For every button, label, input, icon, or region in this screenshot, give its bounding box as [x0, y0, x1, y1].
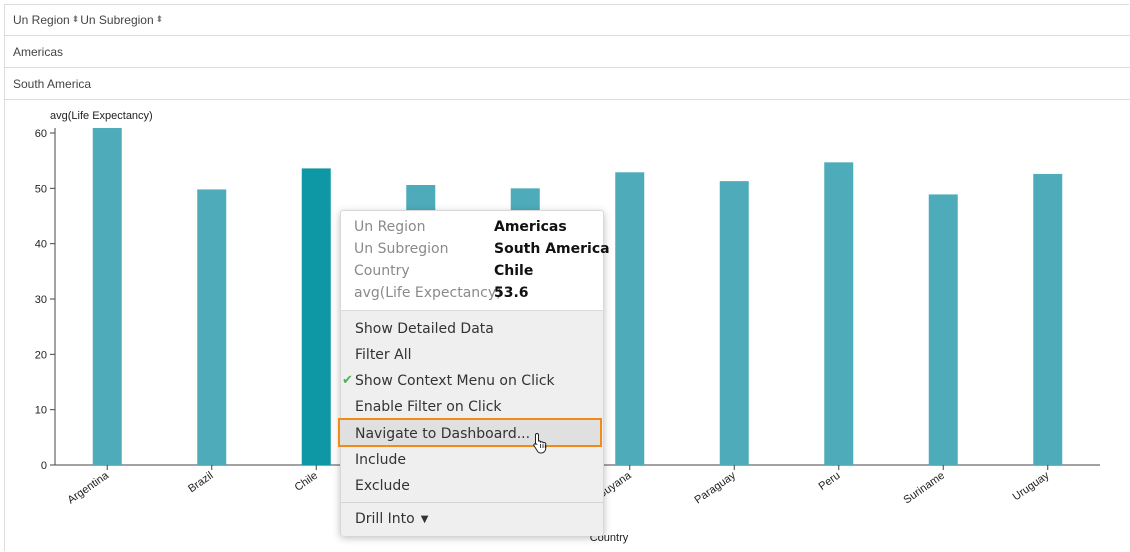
- x-tick-label: Peru: [817, 470, 843, 493]
- bar-suriname[interactable]: [928, 194, 958, 466]
- menu-item-label: Navigate to Dashboard...: [355, 426, 531, 442]
- row-label-subregion: South America: [13, 76, 92, 91]
- bar-argentina[interactable]: [92, 128, 122, 465]
- context-menu: Un Region Americas Un Subregion South Am…: [338, 210, 610, 536]
- y-axis-title: avg(Life Expectancy): [50, 110, 153, 122]
- drill-into-item[interactable]: Drill Into ▼: [341, 506, 603, 532]
- menu-item-label: Include: [355, 452, 406, 468]
- tooltip-value: Chile: [494, 263, 534, 279]
- y-tick-label: 50: [35, 183, 47, 195]
- check-icon: ✔: [342, 373, 353, 388]
- tooltip-value: 53.6: [494, 285, 529, 301]
- menu-item-label: Show Detailed Data: [355, 321, 494, 337]
- menu-divider: [341, 502, 603, 503]
- header-un-subregion[interactable]: Un Subregion: [80, 12, 154, 27]
- sort-icon[interactable]: ⬍: [71, 14, 80, 24]
- menu-actions: Show Detailed Data Filter All ✔ Show Con…: [338, 310, 603, 536]
- row-label-region: Americas: [13, 44, 64, 59]
- x-tick-label: Paraguay: [693, 469, 739, 506]
- menu-item-label: Enable Filter on Click: [355, 399, 502, 415]
- x-tick-label: Argentina: [66, 469, 112, 506]
- row-south-america: South America: [5, 68, 1130, 100]
- include-item[interactable]: Include: [341, 447, 603, 473]
- tooltip-key: Un Subregion: [354, 241, 449, 257]
- tooltip-value: South America: [494, 241, 610, 257]
- y-tick-label: 20: [35, 349, 47, 361]
- filter-all-item[interactable]: Filter All: [341, 342, 603, 368]
- bar-uruguay[interactable]: [1033, 173, 1063, 466]
- y-tick-label: 0: [41, 460, 47, 472]
- tooltip-key: avg(Life Expectancy): [354, 285, 502, 301]
- show-detailed-data-item[interactable]: Show Detailed Data: [341, 316, 603, 342]
- menu-item-label: Show Context Menu on Click: [355, 373, 555, 389]
- column-header-row: Un Region ⬍ Un Subregion ⬍: [5, 4, 1130, 36]
- bar-paraguay[interactable]: [719, 181, 749, 465]
- menu-item-label: Filter All: [355, 347, 412, 363]
- x-tick-label: Uruguay: [1011, 469, 1052, 503]
- y-tick-label: 10: [35, 405, 47, 417]
- menu-item-label: Drill Into ▼: [355, 506, 428, 534]
- exclude-item[interactable]: Exclude: [341, 473, 603, 499]
- x-tick-label: Suriname: [902, 470, 947, 507]
- tooltip-value: Americas: [494, 219, 567, 235]
- bar-chile[interactable]: [301, 168, 331, 465]
- hand-pointer-icon: [533, 432, 547, 454]
- header-un-region[interactable]: Un Region: [13, 12, 70, 27]
- x-tick-label: Brazil: [186, 470, 215, 496]
- show-context-menu-item[interactable]: ✔ Show Context Menu on Click: [341, 368, 603, 394]
- navigate-to-dashboard-item[interactable]: Navigate to Dashboard...: [338, 418, 602, 447]
- y-tick-label: 60: [35, 128, 47, 140]
- enable-filter-item[interactable]: Enable Filter on Click: [341, 394, 603, 420]
- caret-down-icon: ▼: [420, 514, 429, 525]
- tooltip-key: Un Region: [354, 219, 426, 235]
- x-tick-label: Chile: [293, 470, 320, 494]
- y-tick-label: 40: [35, 239, 47, 251]
- chart-frame: [4, 4, 1129, 551]
- bar-peru[interactable]: [824, 162, 854, 465]
- tooltip-key: Country: [354, 263, 410, 279]
- y-tick-label: 30: [35, 294, 47, 306]
- menu-item-label: Exclude: [355, 478, 410, 494]
- bar-brazil[interactable]: [197, 189, 227, 465]
- row-americas: Americas: [5, 36, 1130, 68]
- sort-icon[interactable]: ⬍: [155, 14, 164, 24]
- drill-into-label: Drill Into: [355, 511, 415, 527]
- bar-guyana[interactable]: [615, 172, 645, 465]
